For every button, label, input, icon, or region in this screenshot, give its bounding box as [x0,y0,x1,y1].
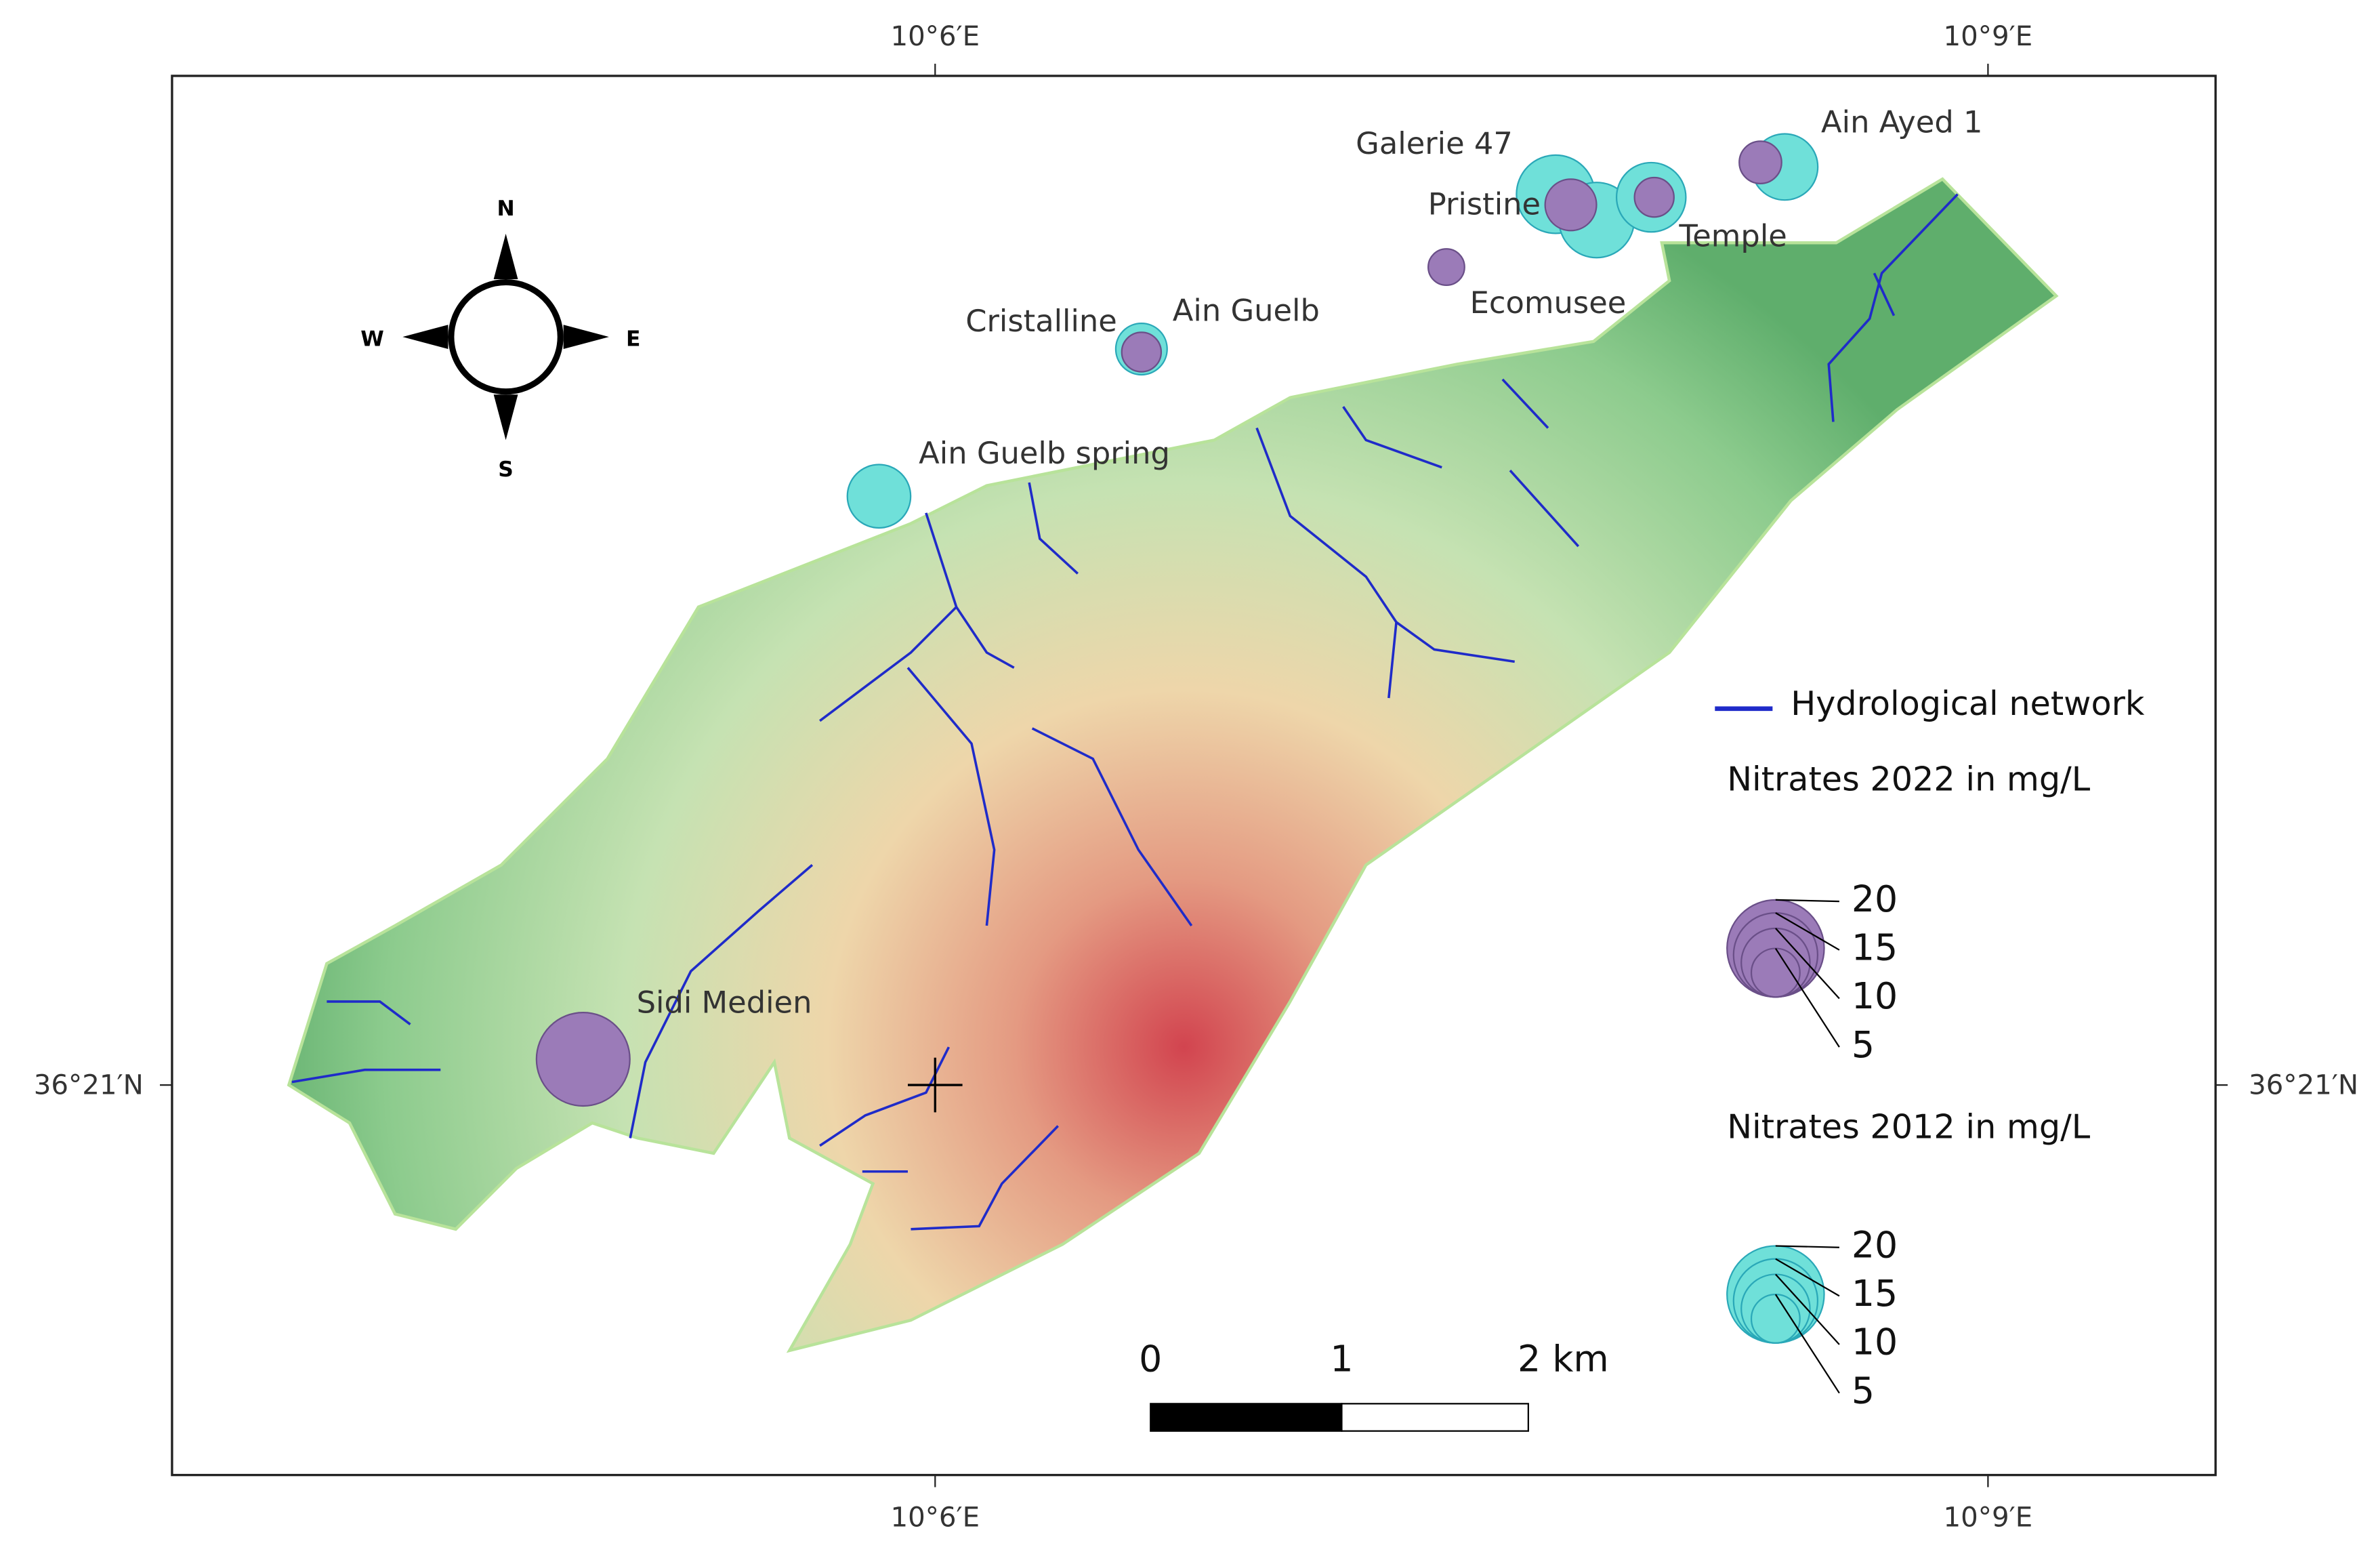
site-label: Ain Ayed 1 [1821,104,1982,140]
legend-leader [1774,947,1840,1048]
coord-label: 10°9′E [1944,20,2033,52]
nitrate-circle [1544,178,1598,232]
legend-leader [1775,928,1840,1000]
site-label: Galerie 47 [1356,125,1513,161]
site-label: Cristalline [965,303,1117,339]
nitrate-circle [1427,248,1465,287]
legend-size-label: 5 [1852,1369,1875,1412]
site-label: Sidi Medien [637,984,812,1020]
legend-leader [1775,1258,1840,1297]
legend-size-label: 5 [1852,1023,1875,1066]
legend-sizes-2022: 20 15 10 5 [1726,878,1898,1066]
legend-size-label: 15 [1852,926,1898,968]
legend-title: Nitrates 2012 in mg/L [1727,1107,2091,1147]
legend-leader [1775,899,1839,903]
scale-label: 1 [1330,1337,1353,1380]
compass: N S E W [360,197,640,482]
legend-river: Hydrological network [1791,684,2145,723]
legend-size-label: 20 [1852,878,1898,920]
scale-bar: 0 1 2 km [1139,1337,1609,1432]
legend-sizes-2012: 20 15 10 5 [1726,1223,1898,1412]
scale-label: 2 km [1518,1337,1609,1380]
site-label: Ain Guelb spring [919,435,1170,471]
coord-label: 36°21′N [34,1069,144,1101]
rivers [291,193,1959,1231]
legend-size-label: 10 [1852,974,1898,1017]
legend-size-label: 15 [1852,1272,1898,1315]
legend-size-label: 20 [1852,1223,1898,1266]
nitrate-circle [1633,176,1675,218]
nitrate-circle [1738,140,1782,184]
terrain [287,177,2059,1353]
nitrate-circle [1121,331,1163,373]
site-label: Ain Guelb [1173,292,1320,328]
nitrate-circle [846,464,912,529]
legend: Hydrological network Nitrates 2022 in mg… [1715,684,2145,1412]
legend-circle [1750,947,1801,998]
compass-w: W [360,327,384,352]
legend-leader [1775,912,1840,951]
legend-title: Nitrates 2022 in mg/L [1727,760,2091,799]
nitrate-circle [535,1011,631,1107]
coord-label: 10°6′E [890,20,980,52]
compass-s: S [498,457,514,482]
coord-label: 36°21′N [2249,1069,2358,1101]
legend-leader [1775,1273,1840,1345]
coord-label: 10°6′E [890,1502,980,1534]
legend-circle [1750,1294,1801,1344]
coord-label: 10°9′E [1944,1502,2033,1534]
compass-e: E [626,327,640,352]
site-label: Temple [1679,218,1787,254]
sites: Ain Ayed 1 Galerie 47 Pristine Temple Ecomus… [535,104,1982,1107]
coordinates: 10°6′E 10°9′E 10°6′E 10°9′E 36°21′N 36°2… [34,20,2358,1534]
legend-leader [1775,1245,1839,1248]
legend-size-label: 10 [1852,1321,1898,1363]
legend-leader [1774,1294,1840,1394]
site-label: Ecomusee [1470,285,1627,321]
compass-n: N [497,197,514,221]
scale-label: 0 [1139,1337,1162,1380]
center-cross [907,1057,963,1113]
site-label: Pristine [1428,186,1541,222]
